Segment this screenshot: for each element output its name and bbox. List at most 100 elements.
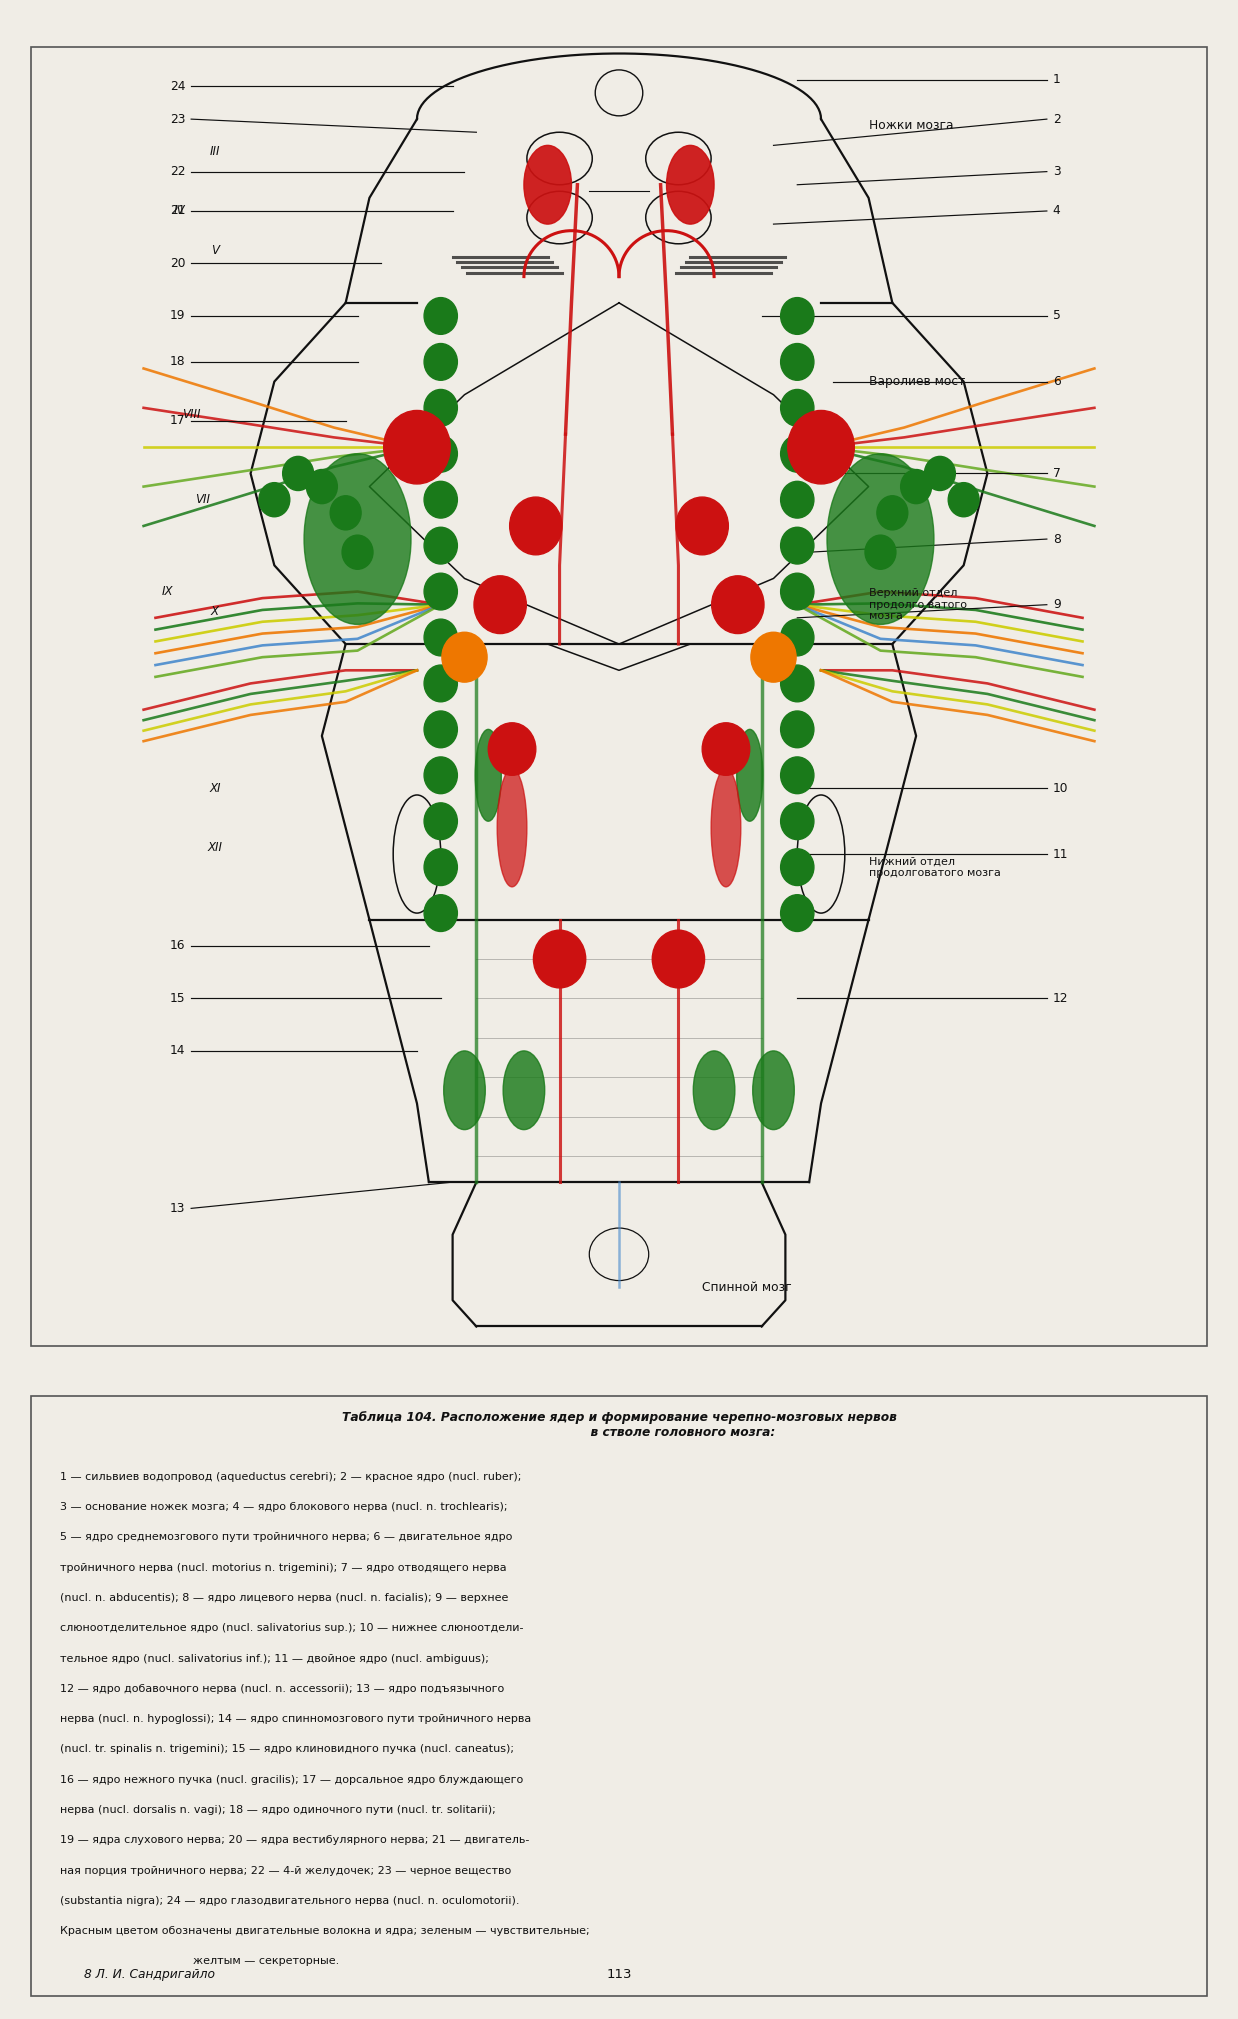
Circle shape — [781, 804, 813, 840]
Text: 8: 8 — [1052, 533, 1061, 545]
Text: желтым — секреторные.: желтым — секреторные. — [61, 1956, 339, 1967]
Text: 19 — ядра слухового нерва; 20 — ядра вестибулярного нерва; 21 — двигатель-: 19 — ядра слухового нерва; 20 — ядра вес… — [61, 1835, 530, 1845]
Text: тройничного нерва (nucl. motorius n. trigemini); 7 — ядро отводящего нерва: тройничного нерва (nucl. motorius n. tri… — [61, 1563, 508, 1573]
Text: 5: 5 — [1052, 309, 1061, 323]
Circle shape — [282, 456, 313, 491]
Circle shape — [781, 481, 813, 519]
Text: 23: 23 — [170, 113, 186, 125]
Text: (nucl. n. abducentis); 8 — ядро лицевого нерва (nucl. n. facialis); 9 — верхнее: (nucl. n. abducentis); 8 — ядро лицевого… — [61, 1593, 509, 1603]
Text: Спинной мозг: Спинной мозг — [702, 1280, 792, 1294]
Circle shape — [442, 632, 487, 682]
Text: Верхний отдел
продолго ватого
мозга: Верхний отдел продолго ватого мозга — [869, 588, 967, 622]
Ellipse shape — [443, 1050, 485, 1129]
Ellipse shape — [503, 1050, 545, 1129]
Circle shape — [307, 470, 337, 503]
Circle shape — [342, 535, 373, 569]
Text: 16 — ядро нежного пучка (nucl. gracilis); 17 — дорсальное ядро блуждающего: 16 — ядро нежного пучка (nucl. gracilis)… — [61, 1775, 524, 1785]
Text: IX: IX — [162, 586, 173, 598]
Circle shape — [877, 497, 907, 529]
Ellipse shape — [737, 729, 763, 822]
Text: 3: 3 — [1052, 166, 1061, 178]
Circle shape — [781, 390, 813, 426]
Circle shape — [781, 894, 813, 931]
Text: (substantia nigra); 24 — ядро глазодвигательного нерва (nucl. n. oculomotorii).: (substantia nigra); 24 — ядро глазодвига… — [61, 1896, 520, 1906]
Circle shape — [781, 527, 813, 563]
Text: 2: 2 — [1052, 113, 1061, 125]
Text: 9: 9 — [1052, 598, 1061, 612]
Circle shape — [425, 711, 457, 747]
Circle shape — [425, 390, 457, 426]
Circle shape — [259, 483, 290, 517]
Text: 12: 12 — [1052, 991, 1068, 1005]
Text: 1 — сильвиев водопровод (aqueductus cerebri); 2 — красное ядро (nucl. ruber);: 1 — сильвиев водопровод (aqueductus cere… — [61, 1472, 521, 1482]
Text: тельное ядро (nucl. salivatorius inf.); 11 — двойное ядро (nucl. ambiguus);: тельное ядро (nucl. salivatorius inf.); … — [61, 1654, 489, 1664]
Circle shape — [925, 456, 956, 491]
Text: VIII: VIII — [182, 408, 201, 420]
Circle shape — [474, 575, 526, 634]
Circle shape — [534, 931, 586, 987]
Text: 19: 19 — [170, 309, 186, 323]
Circle shape — [948, 483, 979, 517]
Text: 21: 21 — [170, 204, 186, 218]
Ellipse shape — [827, 454, 933, 624]
Circle shape — [781, 757, 813, 793]
Ellipse shape — [693, 1050, 735, 1129]
Ellipse shape — [753, 1050, 795, 1129]
Circle shape — [712, 575, 764, 634]
Circle shape — [425, 757, 457, 793]
Circle shape — [751, 632, 796, 682]
Ellipse shape — [524, 145, 572, 224]
Circle shape — [901, 470, 931, 503]
Circle shape — [702, 723, 750, 775]
Text: 6: 6 — [1052, 376, 1061, 388]
Ellipse shape — [475, 729, 501, 822]
Text: 8 Л. И. Сандригайло: 8 Л. И. Сандригайло — [84, 1969, 215, 1981]
Circle shape — [425, 804, 457, 840]
Text: 16: 16 — [170, 939, 186, 953]
Text: нерва (nucl. n. hypoglossi); 14 — ядро спинномозгового пути тройничного нерва: нерва (nucl. n. hypoglossi); 14 — ядро с… — [61, 1714, 531, 1724]
Ellipse shape — [498, 769, 527, 886]
Circle shape — [781, 664, 813, 703]
Circle shape — [384, 410, 451, 485]
Circle shape — [781, 573, 813, 610]
Text: Таблица 104. Расположение ядер и формирование черепно-мозговых нервов
          : Таблица 104. Расположение ядер и формиро… — [342, 1411, 896, 1440]
Circle shape — [510, 497, 562, 555]
Text: X: X — [210, 606, 219, 618]
Circle shape — [865, 535, 896, 569]
Text: VII: VII — [196, 493, 210, 507]
Text: 4: 4 — [1052, 204, 1061, 218]
Circle shape — [425, 664, 457, 703]
Text: 20: 20 — [170, 256, 186, 271]
Text: 13: 13 — [170, 1201, 186, 1215]
Circle shape — [425, 343, 457, 380]
Text: 12 — ядро добавочного нерва (nucl. n. accessorii); 13 — ядро подъязычного: 12 — ядро добавочного нерва (nucl. n. ac… — [61, 1684, 505, 1694]
Circle shape — [425, 894, 457, 931]
Circle shape — [652, 931, 704, 987]
Text: 24: 24 — [170, 81, 186, 93]
Circle shape — [425, 436, 457, 472]
Text: Ножки мозга: Ножки мозга — [869, 119, 953, 131]
Circle shape — [781, 620, 813, 656]
Text: 22: 22 — [170, 166, 186, 178]
Circle shape — [676, 497, 728, 555]
Circle shape — [781, 343, 813, 380]
Text: 18: 18 — [170, 355, 186, 367]
Circle shape — [425, 527, 457, 563]
Text: Нижний отдел
продолговатого мозга: Нижний отдел продолговатого мозга — [869, 856, 1000, 878]
Text: 10: 10 — [1052, 781, 1068, 795]
Text: нерва (nucl. dorsalis n. vagi); 18 — ядро одиночного пути (nucl. tr. solitarii);: нерва (nucl. dorsalis n. vagi); 18 — ядр… — [61, 1805, 496, 1815]
Text: 17: 17 — [170, 414, 186, 428]
Circle shape — [787, 410, 854, 485]
Text: 5 — ядро среднемозгового пути тройничного нерва; 6 — двигательное ядро: 5 — ядро среднемозгового пути тройничног… — [61, 1532, 513, 1543]
Circle shape — [781, 436, 813, 472]
Text: 113: 113 — [607, 1969, 631, 1981]
Text: XI: XI — [209, 781, 220, 795]
Circle shape — [781, 711, 813, 747]
Text: 11: 11 — [1052, 848, 1068, 860]
Text: IV: IV — [173, 204, 184, 218]
Circle shape — [425, 620, 457, 656]
Text: (nucl. tr. spinalis n. trigemini); 15 — ядро клиновидного пучка (nucl. caneatus): (nucl. tr. spinalis n. trigemini); 15 — … — [61, 1744, 515, 1755]
Text: 3 — основание ножек мозга; 4 — ядро блокового нерва (nucl. n. trochlearis);: 3 — основание ножек мозга; 4 — ядро блок… — [61, 1502, 508, 1512]
Ellipse shape — [305, 454, 411, 624]
Circle shape — [425, 573, 457, 610]
